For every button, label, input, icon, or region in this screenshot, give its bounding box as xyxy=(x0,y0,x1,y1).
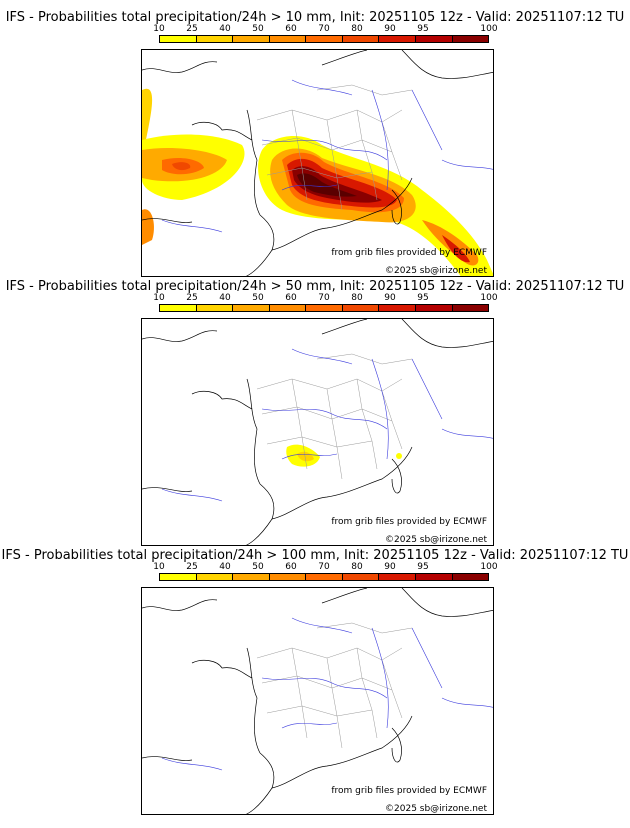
tick-label: 40 xyxy=(219,562,231,572)
rivers xyxy=(161,617,493,771)
colorbar-segment xyxy=(452,305,489,311)
colorbar-segment xyxy=(379,574,416,580)
map-frame: from grib files provided by ECMWF ©2025 … xyxy=(141,318,494,546)
colorbar-segment xyxy=(452,574,489,580)
tick-label: 60 xyxy=(285,24,297,34)
panel-title: IFS - Probabilities total precipitation/… xyxy=(5,10,625,25)
tick-label: 100 xyxy=(480,24,498,34)
colorbar-segment xyxy=(415,305,453,311)
colorbar-segment xyxy=(196,305,234,311)
tick-label: 60 xyxy=(285,562,297,572)
colorbar-segment xyxy=(160,36,197,42)
colorbar-segment xyxy=(160,574,197,580)
tick-label: 25 xyxy=(186,562,198,572)
source-credit: from grib files provided by ECMWF xyxy=(331,517,487,527)
colorbar xyxy=(159,35,489,43)
tick-label: 50 xyxy=(252,24,264,34)
copyright-credit: ©2025 sb@irizone.net xyxy=(385,804,487,814)
tick-label: 95 xyxy=(417,24,429,34)
tick-label: 100 xyxy=(480,562,498,572)
coastline xyxy=(142,588,493,814)
tick-label: 40 xyxy=(219,24,231,34)
panel-50mm: IFS - Probabilities total precipitation/… xyxy=(0,279,630,549)
probability-field xyxy=(142,88,493,276)
colorbar-ticks: 10 25 40 50 60 70 80 90 95 100 xyxy=(153,562,497,573)
tick-label: 10 xyxy=(153,293,165,303)
tick-label: 25 xyxy=(186,24,198,34)
tick-label: 50 xyxy=(252,562,264,572)
source-credit: from grib files provided by ECMWF xyxy=(331,786,487,796)
colorbar-segment xyxy=(306,36,343,42)
colorbar-segment xyxy=(342,574,380,580)
tick-label: 95 xyxy=(417,562,429,572)
tick-label: 70 xyxy=(318,293,330,303)
colorbar-segment xyxy=(452,36,489,42)
colorbar xyxy=(159,304,489,312)
map-frame: from grib files provided by ECMWF ©2025 … xyxy=(141,587,494,815)
colorbar-segment xyxy=(342,36,380,42)
tick-label: 10 xyxy=(153,24,165,34)
tick-label: 70 xyxy=(318,24,330,34)
panel-100mm: IFS - Probabilities total precipitation/… xyxy=(0,548,630,818)
colorbar-segment xyxy=(269,305,307,311)
colorbar-ticks: 10 25 40 50 60 70 80 90 95 100 xyxy=(153,24,497,35)
tick-label: 70 xyxy=(318,562,330,572)
coastline xyxy=(142,50,493,276)
coastline xyxy=(142,319,493,545)
map-frame: from grib files provided by ECMWF ©2025 … xyxy=(141,49,494,277)
probability-map xyxy=(142,319,493,545)
colorbar-segment xyxy=(269,36,307,42)
tick-label: 10 xyxy=(153,562,165,572)
colorbar-segment xyxy=(269,574,307,580)
tick-label: 25 xyxy=(186,293,198,303)
tick-label: 80 xyxy=(351,24,363,34)
rivers xyxy=(161,348,493,502)
colorbar-segment xyxy=(415,574,453,580)
panel-title: IFS - Probabilities total precipitation/… xyxy=(1,548,629,563)
admin-borders xyxy=(256,84,413,211)
probability-map xyxy=(142,50,493,276)
rivers xyxy=(161,79,493,233)
tick-label: 100 xyxy=(480,293,498,303)
tick-label: 80 xyxy=(351,562,363,572)
colorbar-segment xyxy=(342,305,380,311)
tick-label: 50 xyxy=(252,293,264,303)
colorbar-segment xyxy=(233,574,270,580)
colorbar-segment xyxy=(233,305,270,311)
colorbar-segment xyxy=(233,36,270,42)
copyright-credit: ©2025 sb@irizone.net xyxy=(385,266,487,276)
colorbar xyxy=(159,573,489,581)
panel-10mm: IFS - Probabilities total precipitation/… xyxy=(0,10,630,280)
colorbar-segment xyxy=(379,36,416,42)
colorbar-segment xyxy=(306,305,343,311)
colorbar-segment xyxy=(196,574,234,580)
admin-borders xyxy=(256,622,413,749)
tick-label: 60 xyxy=(285,293,297,303)
tick-label: 40 xyxy=(219,293,231,303)
tick-label: 90 xyxy=(384,293,396,303)
copyright-credit: ©2025 sb@irizone.net xyxy=(385,535,487,545)
colorbar-ticks: 10 25 40 50 60 70 80 90 95 100 xyxy=(153,293,497,304)
colorbar-segment xyxy=(160,305,197,311)
tick-label: 95 xyxy=(417,293,429,303)
colorbar-segment xyxy=(379,305,416,311)
probability-map xyxy=(142,588,493,814)
admin-borders xyxy=(256,353,413,480)
tick-label: 90 xyxy=(384,24,396,34)
colorbar-segment xyxy=(306,574,343,580)
source-credit: from grib files provided by ECMWF xyxy=(331,248,487,258)
tick-label: 90 xyxy=(384,562,396,572)
colorbar-segment xyxy=(415,36,453,42)
colorbar-segment xyxy=(196,36,234,42)
tick-label: 80 xyxy=(351,293,363,303)
panel-title: IFS - Probabilities total precipitation/… xyxy=(5,279,625,294)
